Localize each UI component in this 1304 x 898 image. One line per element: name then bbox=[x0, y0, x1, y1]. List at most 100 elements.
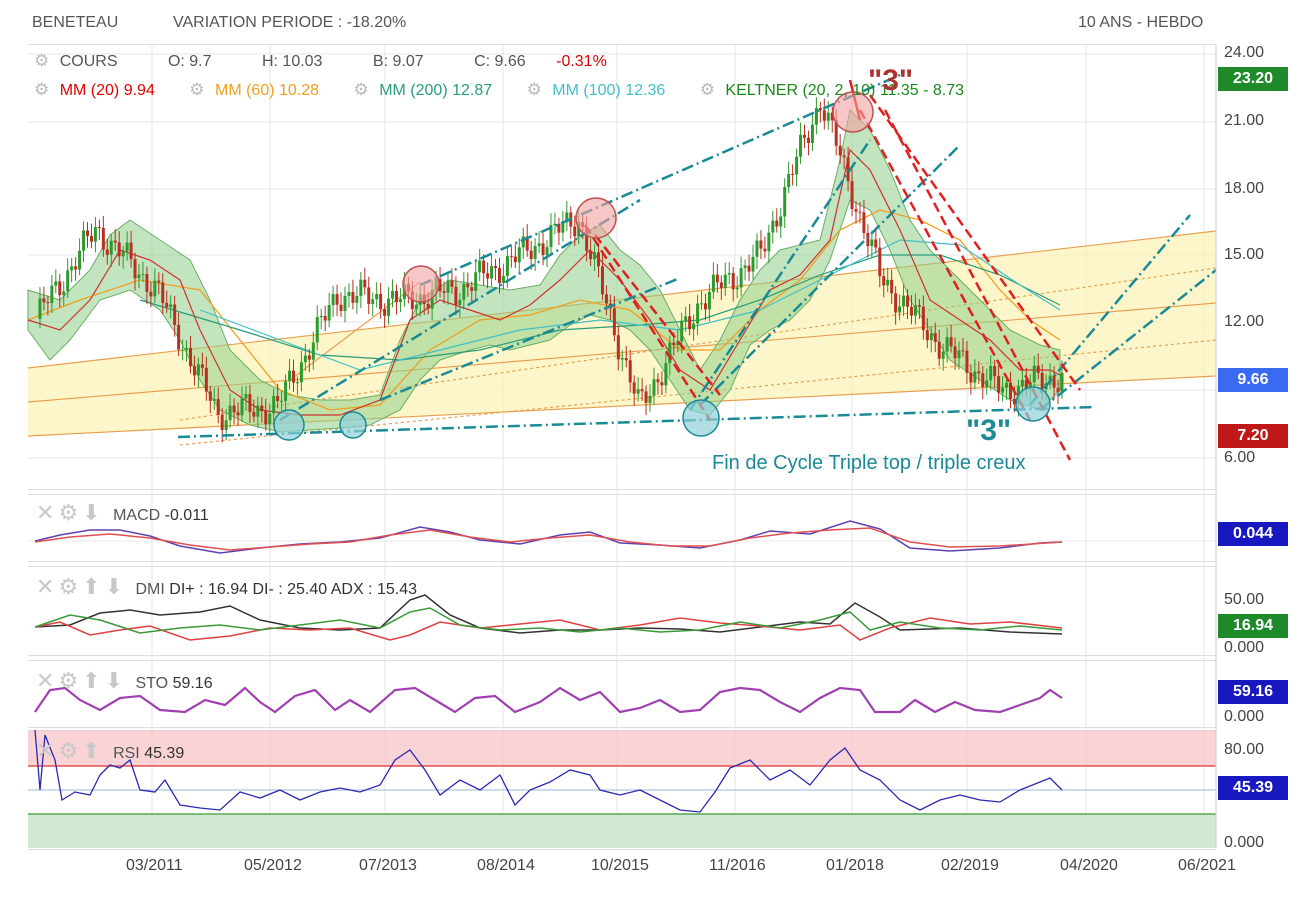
candle-body bbox=[533, 246, 537, 259]
candle-body bbox=[501, 275, 505, 283]
candle-body bbox=[834, 120, 838, 146]
candle-body bbox=[497, 268, 501, 283]
price-candles bbox=[38, 97, 1064, 443]
candle-body bbox=[513, 256, 517, 263]
rsi-line bbox=[34, 729, 1063, 813]
arrow-down-icon[interactable]: ⬇ bbox=[82, 500, 105, 525]
candle-body bbox=[640, 389, 644, 392]
candle-body bbox=[1036, 365, 1040, 373]
arrow-down-icon[interactable]: ⬇ bbox=[104, 574, 128, 599]
arrow-up-icon[interactable]: ⬆ bbox=[82, 738, 105, 763]
candle-body bbox=[664, 363, 668, 386]
candle-body bbox=[1028, 382, 1032, 390]
period-selector[interactable]: 10 ANS - HEBDO bbox=[1078, 14, 1204, 31]
candle-body bbox=[299, 362, 303, 383]
gear-icon[interactable]: ⚙ bbox=[526, 80, 542, 99]
dmi-title: DMI bbox=[135, 581, 165, 598]
close-icon[interactable]: ✕ bbox=[36, 574, 59, 599]
candle-body bbox=[145, 273, 149, 292]
trend-lines bbox=[177, 73, 1217, 439]
candle-body bbox=[604, 294, 608, 304]
indicator-legend: ⚙ MM (20) 9.94 ⚙ MM (60) 10.28 ⚙ MM (200… bbox=[34, 80, 970, 100]
candle-body bbox=[284, 381, 288, 401]
arrow-up-icon[interactable]: ⬆ bbox=[82, 574, 105, 599]
candle-body bbox=[985, 380, 989, 388]
candle-body bbox=[731, 273, 735, 290]
gear-icon[interactable]: ⚙ bbox=[58, 500, 83, 525]
gear-icon[interactable]: ⚙ bbox=[699, 80, 715, 99]
candle-body bbox=[414, 304, 418, 310]
gear-icon[interactable]: ⚙ bbox=[58, 574, 83, 599]
sto-value: 59.16 bbox=[172, 675, 213, 692]
price-tick: 21.00 bbox=[1224, 112, 1265, 129]
sto-axis-bottom: 0.000 bbox=[1224, 708, 1265, 725]
candle-body bbox=[529, 250, 533, 259]
candle-body bbox=[1024, 379, 1028, 390]
gear-icon[interactable]: ⚙ bbox=[353, 80, 369, 99]
candle-body bbox=[430, 289, 434, 309]
candle-body bbox=[933, 333, 937, 342]
macd-value: -0.011 bbox=[164, 507, 209, 524]
candle-body bbox=[54, 281, 58, 286]
candle-body bbox=[937, 341, 941, 359]
candle-body bbox=[375, 293, 379, 300]
sto-header: ✕⚙⬆⬇ STO 59.16 bbox=[36, 668, 213, 694]
dmi-axis-top: 50.00 bbox=[1224, 591, 1265, 608]
candle-body bbox=[890, 279, 894, 294]
candle-body bbox=[795, 156, 799, 175]
candle-body bbox=[50, 285, 54, 304]
sto-panel bbox=[28, 660, 1216, 728]
candle-body bbox=[228, 405, 232, 421]
candle-body bbox=[157, 280, 161, 283]
candle-body bbox=[442, 291, 446, 293]
candle-body bbox=[755, 240, 759, 257]
macd-title: MACD bbox=[113, 507, 161, 524]
candle-body bbox=[814, 108, 818, 125]
candle-body bbox=[303, 355, 307, 363]
macd-header: ✕⚙⬇ MACD -0.011 bbox=[36, 500, 209, 526]
candle-body bbox=[870, 239, 874, 247]
ohlc-legend: ⚙ COURS O: 9.7 H: 10.03 B: 9.07 C: 9.66 … bbox=[34, 51, 613, 71]
gear-icon[interactable]: ⚙ bbox=[34, 51, 50, 70]
candle-body bbox=[454, 286, 458, 305]
candle-body bbox=[129, 242, 133, 260]
gear-icon[interactable]: ⚙ bbox=[34, 80, 50, 99]
close-icon[interactable]: ✕ bbox=[36, 500, 59, 525]
candle-body bbox=[89, 235, 93, 242]
candle-body bbox=[398, 299, 402, 303]
candle-body bbox=[1056, 387, 1060, 393]
candle-body bbox=[101, 228, 105, 250]
pivot-circles bbox=[273, 91, 1051, 441]
mm200-line bbox=[139, 254, 1061, 361]
candle-body bbox=[383, 309, 387, 316]
candle-body bbox=[438, 279, 442, 292]
candle-body bbox=[965, 350, 969, 373]
rsi-axis-top: 80.00 bbox=[1224, 741, 1265, 758]
candle-body bbox=[426, 303, 430, 309]
close-icon[interactable]: ✕ bbox=[36, 738, 59, 763]
gear-icon[interactable]: ⚙ bbox=[58, 668, 83, 693]
close-icon[interactable]: ✕ bbox=[36, 668, 59, 693]
keltner-label: KELTNER (20, 2, 10) 11.35 - 8.73 bbox=[725, 82, 965, 99]
arrow-up-icon[interactable]: ⬆ bbox=[82, 668, 105, 693]
candle-body bbox=[668, 342, 672, 364]
candle-body bbox=[474, 272, 478, 291]
candle-body bbox=[1020, 379, 1024, 387]
candle-body bbox=[1005, 382, 1009, 388]
candle-body bbox=[759, 240, 763, 249]
gear-icon[interactable]: ⚙ bbox=[58, 738, 83, 763]
candle-body bbox=[1060, 372, 1064, 393]
date-tick: 10/2015 bbox=[591, 857, 649, 874]
candle-body bbox=[252, 411, 256, 417]
macd-lines bbox=[28, 520, 1216, 554]
gear-icon[interactable]: ⚙ bbox=[189, 80, 205, 99]
candle-body bbox=[585, 227, 589, 251]
candle-body bbox=[307, 355, 311, 360]
rsi-value: 45.39 bbox=[144, 745, 185, 762]
candle-body bbox=[153, 280, 157, 297]
candle-body bbox=[747, 265, 751, 272]
arrow-down-icon[interactable]: ⬇ bbox=[104, 668, 128, 693]
rsi-axis-bottom: 0.000 bbox=[1224, 834, 1265, 851]
price-tick: 24.00 bbox=[1224, 44, 1265, 61]
date-tick: 08/2014 bbox=[477, 857, 535, 874]
